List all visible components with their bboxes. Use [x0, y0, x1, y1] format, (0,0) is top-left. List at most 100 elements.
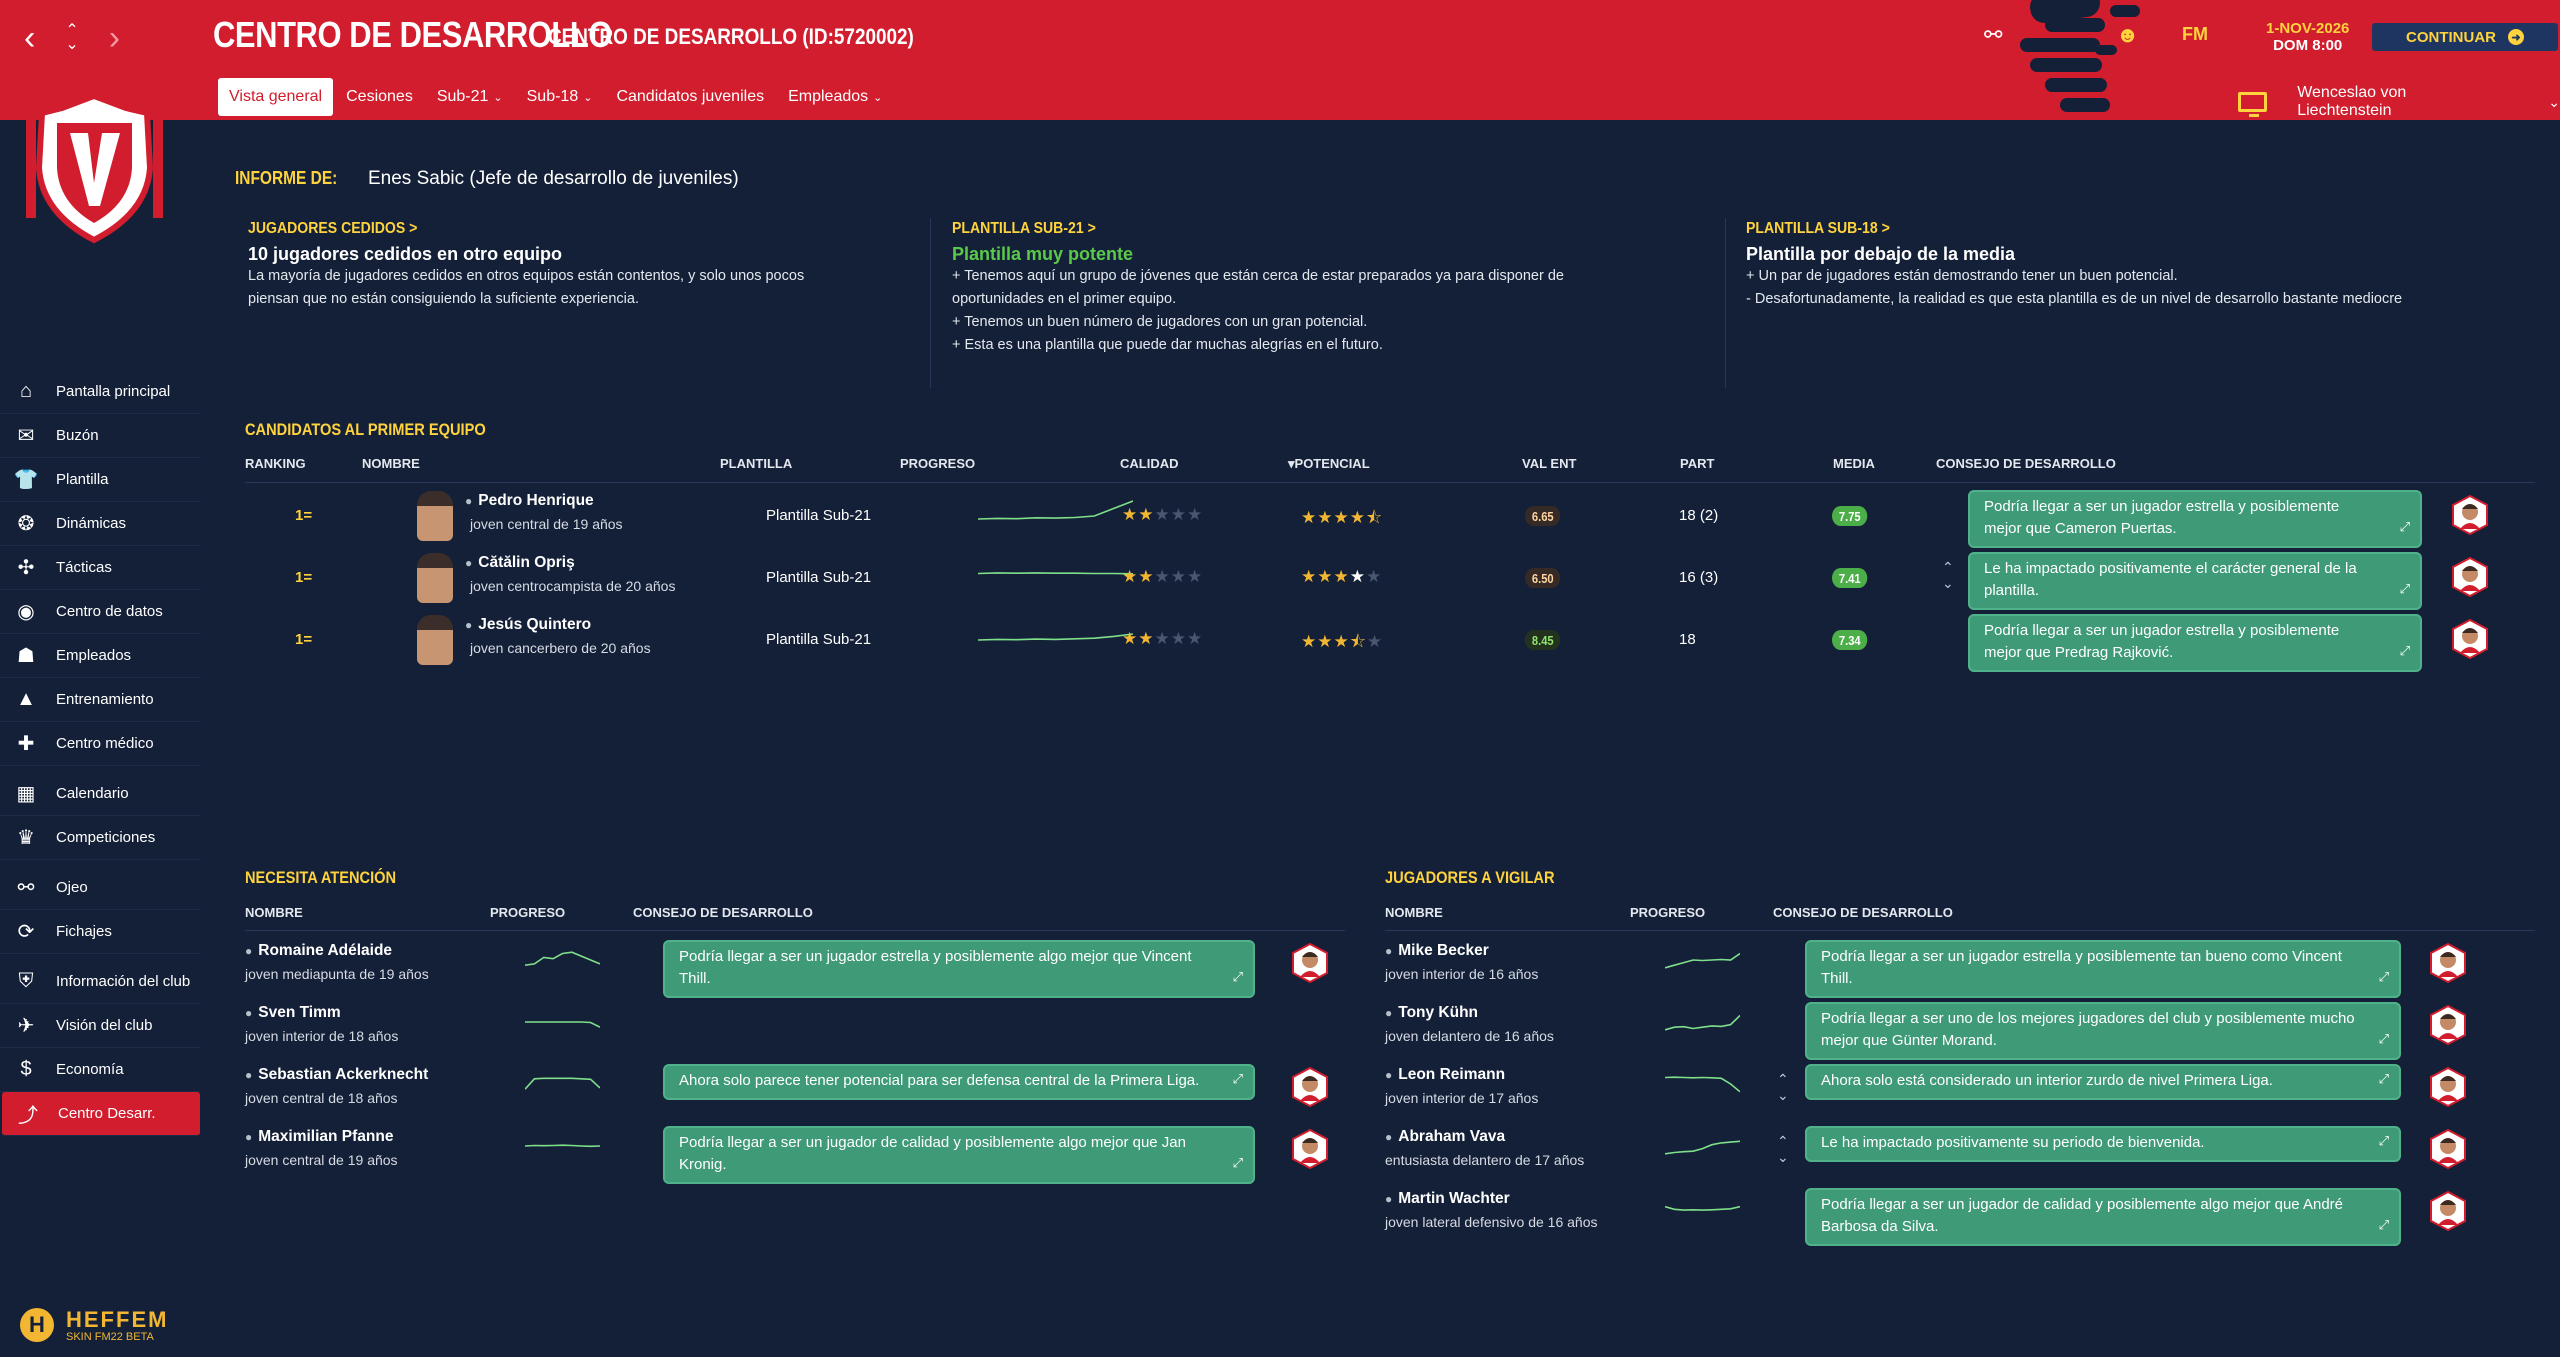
- player-name[interactable]: ● Sebastian Ackerknecht: [245, 1066, 428, 1084]
- player-name[interactable]: ● Martin Wachter: [1385, 1190, 1510, 1208]
- expand-icon[interactable]: ⤢: [2378, 969, 2389, 984]
- table-row[interactable]: ● Romaine Adélaide joven mediapunta de 19 …: [245, 935, 1345, 998]
- expand-icon[interactable]: ⤢: [1232, 969, 1243, 984]
- column-header-1[interactable]: PROGRESO: [1630, 905, 1706, 920]
- table-row[interactable]: ● Sebastian Ackerknecht joven central de 1…: [245, 1059, 1345, 1121]
- table-row[interactable]: 1= ● Cătălin Opriş joven centrocampista de …: [245, 547, 2535, 610]
- player-name[interactable]: ● Jesús Quintero: [465, 616, 591, 634]
- column-header-0[interactable]: RANKING: [245, 456, 306, 471]
- development-advice[interactable]: Podría llegar a ser un jugador estrella …: [1805, 940, 2401, 998]
- back-arrow-icon[interactable]: ‹: [24, 18, 36, 57]
- expand-icon[interactable]: ⤢: [2378, 1071, 2389, 1086]
- coach-avatar[interactable]: [1290, 1129, 1330, 1169]
- column-header-2[interactable]: CONSEJO DE DESARROLLO: [1773, 905, 1953, 920]
- table-row[interactable]: 1= ● Pedro Henrique joven central de 19 año…: [245, 485, 2535, 548]
- column-header-6[interactable]: VAL ENT: [1522, 456, 1577, 471]
- expand-icon[interactable]: ⤢: [1232, 1155, 1243, 1170]
- expand-icon[interactable]: ⤢: [2378, 1031, 2389, 1046]
- table-row[interactable]: ● Martin Wachter joven lateral defensivo d…: [1385, 1183, 2485, 1246]
- tab-1[interactable]: Cesiones: [335, 78, 424, 116]
- column-header-5[interactable]: ▾POTENCIAL: [1288, 456, 1370, 471]
- player-name[interactable]: ● Tony Kühn: [1385, 1004, 1478, 1022]
- coach-avatar[interactable]: [2450, 619, 2490, 659]
- fm-icon[interactable]: FM: [2182, 24, 2208, 44]
- table-row[interactable]: ● Leon Reimann joven interior de 17 años ⌃ ⌄…: [1385, 1059, 2485, 1121]
- development-advice[interactable]: Podría llegar a ser un jugador de calida…: [1805, 1188, 2401, 1246]
- expand-icon[interactable]: ⤢: [2378, 1133, 2389, 1148]
- tab-2[interactable]: Sub-21 ⌄: [426, 78, 514, 116]
- u21-link[interactable]: PLANTILLA SUB-21 >: [952, 220, 1096, 237]
- player-name[interactable]: ● Mike Becker: [1385, 942, 1489, 960]
- sidebar-item-12[interactable]: ⟳ Fichajes: [0, 910, 200, 954]
- column-header-0[interactable]: NOMBRE: [1385, 905, 1443, 920]
- table-row[interactable]: ● Mike Becker joven interior de 16 años Pod…: [1385, 935, 2485, 998]
- expand-icon[interactable]: ⤢: [2399, 519, 2410, 534]
- column-header-1[interactable]: PROGRESO: [490, 905, 566, 920]
- tab-4[interactable]: Candidatos juveniles: [605, 78, 775, 116]
- player-name[interactable]: ● Abraham Vava: [1385, 1128, 1505, 1146]
- column-header-7[interactable]: PART: [1680, 456, 1715, 471]
- development-advice[interactable]: Podría llegar a ser un jugador estrella …: [1968, 614, 2422, 672]
- reorder-arrows-icon[interactable]: ⌃ ⌄: [1942, 559, 1954, 591]
- player-name[interactable]: ● Leon Reimann: [1385, 1066, 1505, 1084]
- column-header-4[interactable]: CALIDAD: [1120, 456, 1179, 471]
- expand-icon[interactable]: ⤢: [2378, 1217, 2389, 1232]
- column-header-9[interactable]: CONSEJO DE DESARROLLO: [1936, 456, 2116, 471]
- development-advice[interactable]: Podría llegar a ser un jugador estrella …: [663, 940, 1255, 998]
- coach-avatar[interactable]: [2450, 557, 2490, 597]
- coach-avatar[interactable]: [2428, 943, 2468, 983]
- reorder-arrows-icon[interactable]: ⌃ ⌄: [1777, 1133, 1789, 1165]
- expand-icon[interactable]: ⤢: [2399, 643, 2410, 658]
- sidebar-item-10[interactable]: ♛ Competiciones: [0, 816, 200, 860]
- sidebar-item-11[interactable]: ⚯ Ojeo: [0, 866, 200, 910]
- sidebar-item-15[interactable]: $ Economía: [0, 1048, 200, 1092]
- continue-button[interactable]: CONTINUAR ➜: [2372, 23, 2558, 51]
- sidebar-item-2[interactable]: 👕 Plantilla: [0, 458, 200, 502]
- column-header-1[interactable]: NOMBRE: [362, 456, 420, 471]
- development-advice[interactable]: Ahora solo está considerado un interior …: [1805, 1064, 2401, 1100]
- column-header-2[interactable]: PLANTILLA: [720, 456, 793, 471]
- tab-3[interactable]: Sub-18 ⌄: [516, 78, 604, 116]
- table-row[interactable]: 1= ● Jesús Quintero joven cancerbero de 20 …: [245, 609, 2535, 672]
- binoculars-icon[interactable]: ⚯: [1984, 22, 2003, 47]
- coach-avatar[interactable]: [2428, 1067, 2468, 1107]
- column-header-8[interactable]: MEDIA: [1833, 456, 1875, 471]
- development-advice[interactable]: Le ha impactado positivamente su periodo…: [1805, 1126, 2401, 1162]
- table-row[interactable]: ● Abraham Vava entusiasta delantero de 17 …: [1385, 1121, 2485, 1183]
- table-row[interactable]: ● Maximilian Pfanne joven central de 19 añ…: [245, 1121, 1345, 1184]
- sidebar-item-13[interactable]: ⛨ Información del club: [0, 960, 200, 1004]
- u18-link[interactable]: PLANTILLA SUB-18 >: [1746, 220, 1890, 237]
- development-advice[interactable]: Ahora solo parece tener potencial para s…: [663, 1064, 1255, 1100]
- development-advice[interactable]: Podría llegar a ser un jugador de calida…: [663, 1126, 1255, 1184]
- up-down-icon[interactable]: ⌃ ⌄: [65, 22, 79, 53]
- reorder-arrows-icon[interactable]: ⌃ ⌄: [1777, 1071, 1789, 1103]
- coach-avatar[interactable]: [2428, 1005, 2468, 1045]
- coach-avatar[interactable]: [1290, 1067, 1330, 1107]
- coach-avatar[interactable]: [1290, 943, 1330, 983]
- manager-selector[interactable]: Wenceslao von Liechtenstein ⌄: [2238, 84, 2560, 120]
- sidebar-item-3[interactable]: ❂ Dinámicas: [0, 502, 200, 546]
- sidebar-item-16[interactable]: ⤴ Centro Desarr.: [2, 1092, 200, 1136]
- column-header-2[interactable]: CONSEJO DE DESARROLLO: [633, 905, 813, 920]
- column-header-0[interactable]: NOMBRE: [245, 905, 303, 920]
- development-advice[interactable]: Podría llegar a ser uno de los mejores j…: [1805, 1002, 2401, 1060]
- development-advice[interactable]: Le ha impactado positivamente el carácte…: [1968, 552, 2422, 610]
- sidebar-item-0[interactable]: ⌂ Pantalla principal: [0, 370, 200, 414]
- column-header-3[interactable]: PROGRESO: [900, 456, 976, 471]
- sidebar-item-1[interactable]: ✉ Buzón: [0, 414, 200, 458]
- tab-0[interactable]: Vista general: [218, 78, 334, 116]
- sidebar-item-6[interactable]: ☗ Empleados: [0, 634, 200, 678]
- player-name[interactable]: ● Cătălin Opriş: [465, 554, 575, 572]
- table-row[interactable]: ● Sven Timm joven interior de 18 años: [245, 997, 1345, 1059]
- tab-5[interactable]: Empleados ⌄: [777, 78, 893, 116]
- sidebar-item-5[interactable]: ◉ Centro de datos: [0, 590, 200, 634]
- forward-arrow-icon[interactable]: ›: [108, 18, 121, 57]
- player-name[interactable]: ● Pedro Henrique: [465, 492, 594, 510]
- coach-avatar[interactable]: [2450, 495, 2490, 535]
- sidebar-item-8[interactable]: ✚ Centro médico: [0, 722, 200, 766]
- help-icon[interactable]: ☻: [2116, 22, 2140, 47]
- coach-avatar[interactable]: [2428, 1129, 2468, 1169]
- sidebar-item-4[interactable]: ✣ Tácticas: [0, 546, 200, 590]
- development-advice[interactable]: Podría llegar a ser un jugador estrella …: [1968, 490, 2422, 548]
- table-row[interactable]: ● Tony Kühn joven delantero de 16 años Podr…: [1385, 997, 2485, 1060]
